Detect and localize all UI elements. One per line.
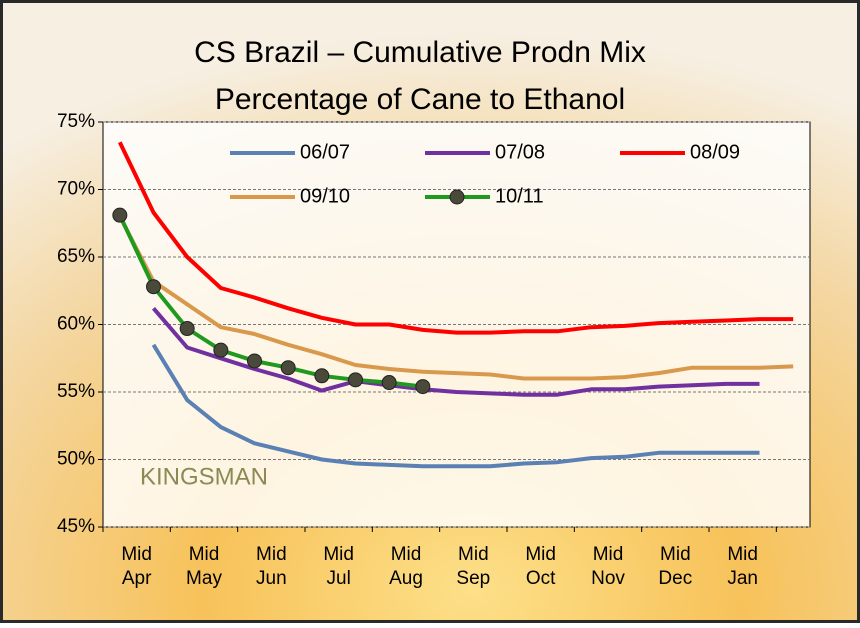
legend-label: 07/08: [495, 141, 545, 163]
series-line: [151, 343, 760, 469]
marker: [415, 379, 431, 395]
y-tick-label: 55%: [57, 381, 95, 402]
y-tick-label: 60%: [57, 314, 95, 335]
x-tick-label: Mid Oct: [525, 544, 556, 589]
series-line: [151, 306, 760, 397]
x-tick-label: Mid Apr: [121, 544, 152, 589]
y-tick-label: 65%: [57, 246, 95, 267]
series-line: [117, 214, 424, 389]
marker: [348, 372, 363, 388]
marker: [179, 321, 195, 337]
y-tick-label: 50%: [57, 449, 95, 470]
series-line: [118, 215, 794, 381]
x-tick-label: Mid Nov: [591, 544, 625, 589]
legend-label: 10/11: [495, 185, 544, 207]
x-tick-label: Mid Sep: [456, 544, 490, 589]
marker: [112, 207, 128, 223]
x-tick-label: Mid Jul: [323, 544, 354, 589]
x-tick-label: Mid Jun: [256, 544, 287, 589]
marker: [280, 360, 296, 376]
x-tick-label: Mid Jan: [727, 544, 758, 589]
y-tick-label: 75%: [57, 111, 95, 132]
legend-label: 08/09: [690, 141, 740, 163]
legend-marker: [449, 189, 465, 205]
x-tick-label: Mid Aug: [389, 544, 423, 589]
legend-label: 09/10: [300, 185, 350, 207]
legend-label: 06/07: [300, 141, 350, 163]
marker: [381, 375, 397, 391]
x-tick-label: Mid May: [186, 544, 222, 589]
series-line: [117, 141, 794, 335]
marker: [247, 353, 262, 369]
marker: [146, 279, 161, 295]
marker: [314, 368, 330, 384]
chart-subtitle: Percentage of Cane to Ethanol: [215, 83, 625, 116]
y-tick-label: 45%: [57, 516, 95, 537]
watermark: KINGSMAN: [140, 463, 268, 490]
x-tick-label: Mid Dec: [658, 544, 692, 589]
chart-title: CS Brazil – Cumulative Prodn Mix: [194, 36, 646, 69]
marker: [213, 342, 229, 358]
y-tick-label: 70%: [57, 179, 95, 200]
